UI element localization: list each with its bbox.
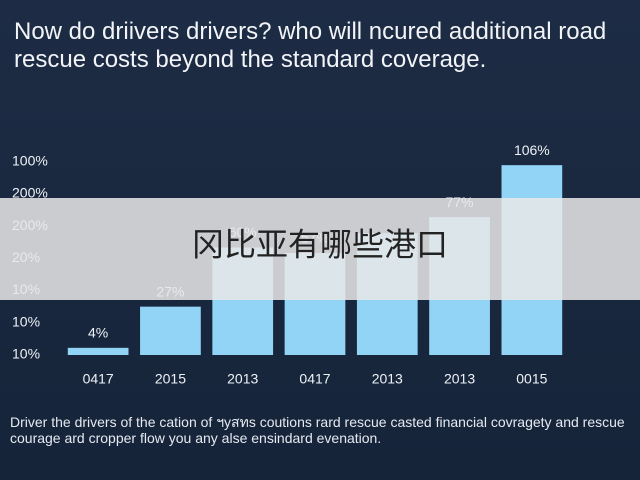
y-tick-label: 10% (12, 346, 40, 362)
x-tick-label: 2013 (227, 371, 258, 387)
x-tick-label: 0417 (299, 371, 330, 387)
x-tick-label: 0417 (83, 371, 114, 387)
value-label: 106% (514, 142, 550, 158)
footnote: Driver the drivers of the cation of ฯyสท… (10, 414, 625, 446)
x-tick-label: 2013 (444, 371, 475, 387)
x-tick-label: 2015 (155, 371, 186, 387)
bar (67, 347, 129, 355)
overlay-text: 冈比亚有哪些港口 (192, 226, 448, 262)
value-label: 4% (88, 325, 108, 341)
bar (140, 306, 201, 355)
y-tick-label: 100% (12, 152, 48, 168)
x-tick-label: 2013 (372, 371, 403, 387)
y-tick-label: 10% (12, 313, 40, 329)
chart-title: Now do driivers drivers? who will ncured… (14, 18, 607, 73)
overlay-band (0, 198, 640, 300)
x-tick-label: 0015 (516, 371, 547, 387)
y-tick-label: 200% (12, 185, 48, 201)
